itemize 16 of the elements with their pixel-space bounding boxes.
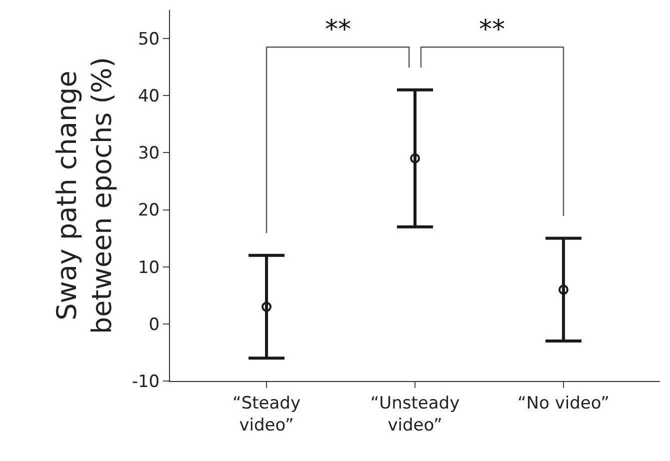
y-tick-label: 10 [138, 258, 160, 278]
y-tick-label: 40 [138, 86, 160, 107]
y-tick-label: 50 [138, 29, 160, 50]
x-tick-label: “Unsteady video” [370, 393, 460, 436]
y-tick-label: 30 [138, 144, 160, 164]
y-tick-label: 0 [148, 314, 160, 335]
y-axis-title: Sway path change between epochs (%) [52, 57, 118, 334]
y-tick-label: 20 [138, 200, 160, 221]
x-tick-label: “Steady video” [232, 393, 301, 436]
annotation: ** [325, 15, 351, 45]
annotation: ** [479, 15, 505, 45]
x-tick-label: “No video” [517, 393, 610, 414]
point [410, 153, 420, 164]
point [262, 302, 272, 312]
point [558, 284, 568, 295]
y-tick-label: -10 [132, 372, 160, 392]
